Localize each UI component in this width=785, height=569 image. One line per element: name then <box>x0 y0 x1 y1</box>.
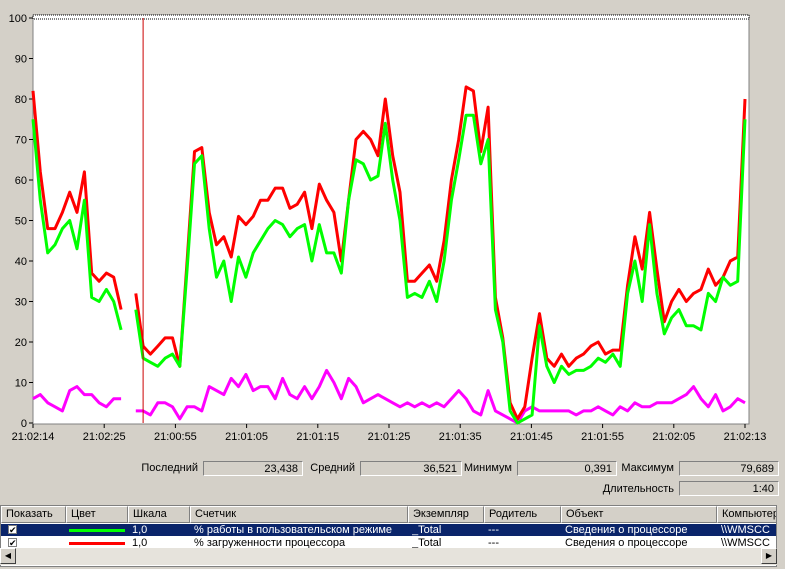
scroll-left-icon[interactable]: ◀ <box>0 548 16 564</box>
x-tick-label: 21:01:45 <box>510 431 553 443</box>
y-axis: 0 10 20 30 40 50 60 70 80 90 100 <box>9 13 33 430</box>
col-header-color[interactable]: Цвет <box>66 506 128 523</box>
stat-min-value: 0,391 <box>517 461 617 476</box>
counter-cell: % загруженности процессора <box>194 537 346 549</box>
x-tick-label: 21:02:25 <box>83 431 126 443</box>
counter-row[interactable]: ✔ 1,0 % загруженности процессора _Total … <box>1 537 776 549</box>
x-tick-label: 21:01:15 <box>296 431 339 443</box>
stats-bar: Последний 23,438 Средний 36,521 Минимум … <box>0 458 785 498</box>
color-swatch <box>69 529 125 532</box>
y-tick-label: 90 <box>15 54 27 66</box>
stat-last-value: 23,438 <box>203 461 303 476</box>
y-tick-label: 30 <box>15 297 27 309</box>
x-tick-label: 21:02:05 <box>652 431 695 443</box>
stat-avg-value: 36,521 <box>360 461 462 476</box>
plot-area <box>32 14 750 425</box>
x-axis: 21:02:14 21:02:25 21:00:55 21:01:05 21:01:15… <box>12 424 767 443</box>
scroll-right-icon[interactable]: ▶ <box>761 548 777 564</box>
x-tick-label: 21:02:14 <box>12 431 55 443</box>
col-header-parent[interactable]: Родитель <box>484 506 561 523</box>
stat-min-label: Минимум <box>463 462 512 474</box>
parent-cell: --- <box>488 524 499 536</box>
y-tick-label: 80 <box>15 94 27 106</box>
col-header-counter[interactable]: Счетчик <box>190 506 408 523</box>
instance-cell: _Total <box>412 524 442 536</box>
series-layer <box>31 85 747 425</box>
y-tick-label: 100 <box>9 13 27 25</box>
x-tick-label: 21:00:55 <box>154 431 197 443</box>
y-tick-label: 50 <box>15 216 27 228</box>
y-tick-label: 20 <box>15 337 27 349</box>
counter-list-header: Показать Цвет Шкала Счетчик Экземпляр Ро… <box>1 506 776 523</box>
y-tick-label: 10 <box>15 378 27 390</box>
series-line-1 <box>31 85 747 421</box>
stat-max-label: Максимум <box>621 462 674 474</box>
y-tick-label: 60 <box>15 175 27 187</box>
x-tick-label: 21:01:25 <box>368 431 411 443</box>
plot-top-band <box>32 14 750 20</box>
col-header-scale[interactable]: Шкала <box>128 506 190 523</box>
counter-cell: % работы в пользовательском режиме <box>194 524 393 536</box>
y-tick-label: 0 <box>21 418 27 430</box>
color-swatch <box>69 542 125 545</box>
x-tick-label: 21:02:13 <box>724 431 767 443</box>
computer-cell: \\WMSCC <box>721 537 770 549</box>
col-header-computer[interactable]: Компьютер <box>717 506 776 523</box>
y-tick-label: 40 <box>15 256 27 268</box>
instance-cell: _Total <box>412 537 442 549</box>
x-tick-label: 21:01:35 <box>439 431 482 443</box>
stat-duration-value: 1:40 <box>679 481 779 496</box>
series-line-0 <box>31 113 747 425</box>
y-tick-label: 70 <box>15 135 27 147</box>
stat-last-label: Последний <box>141 462 198 474</box>
counter-row[interactable]: ✔ 1,0 % работы в пользовательском режиме… <box>1 524 776 536</box>
stat-avg-label: Средний <box>310 462 355 474</box>
show-checkbox[interactable]: ✔ <box>8 538 17 548</box>
col-header-instance[interactable]: Экземпляр <box>408 506 484 523</box>
scale-cell: 1,0 <box>132 537 148 549</box>
col-header-show[interactable]: Показать <box>1 506 66 523</box>
object-cell: Сведения о процессоре <box>565 524 688 536</box>
computer-cell: \\WMSCC <box>721 524 770 536</box>
series-line-2 <box>32 368 746 425</box>
object-cell: Сведения о процессоре <box>565 537 688 549</box>
show-checkbox[interactable]: ✔ <box>8 525 17 535</box>
parent-cell: --- <box>488 537 499 549</box>
horizontal-scrollbar[interactable]: ◀ ▶ <box>0 548 777 565</box>
scale-cell: 1,0 <box>132 524 148 536</box>
stat-duration-label: Длительность <box>602 483 674 495</box>
x-tick-label: 21:01:55 <box>581 431 624 443</box>
stat-max-value: 79,689 <box>679 461 779 476</box>
col-header-object[interactable]: Объект <box>561 506 717 523</box>
x-tick-label: 21:01:05 <box>225 431 268 443</box>
